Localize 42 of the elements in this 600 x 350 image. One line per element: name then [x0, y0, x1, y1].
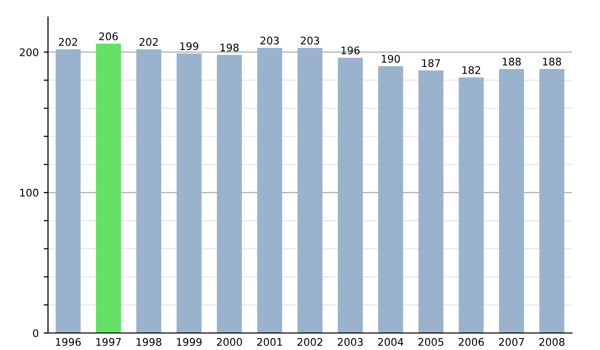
data-label: 199	[180, 42, 198, 50]
x-tick-label: 2001	[257, 338, 282, 346]
x-tick-label: 1997	[96, 338, 121, 346]
data-label: 190	[382, 54, 400, 63]
bar	[298, 48, 322, 333]
x-tick-label: 2002	[298, 338, 322, 346]
data-label: 187	[422, 59, 440, 67]
bar	[539, 68, 564, 333]
y-tick-label: 100	[20, 188, 38, 197]
x-tick-label: 1999	[176, 338, 202, 346]
data-label: 202	[58, 38, 78, 46]
data-label: 182	[462, 66, 480, 74]
y-tick-label: 0	[33, 329, 38, 338]
bar	[499, 68, 524, 333]
data-label: 188	[502, 58, 521, 66]
bar	[458, 77, 484, 333]
x-tick-label: 2007	[499, 338, 524, 346]
bar	[338, 58, 363, 333]
data-label: 203	[260, 36, 279, 44]
bar	[418, 70, 444, 333]
bar	[96, 44, 121, 333]
data-label: 198	[220, 44, 239, 52]
data-label: 202	[140, 38, 158, 46]
bar	[176, 54, 202, 333]
bar	[56, 49, 81, 333]
x-tick-label: 2008	[539, 338, 564, 346]
x-tick-label: 2004	[378, 338, 404, 346]
data-label: 196	[342, 46, 360, 54]
x-tick-label: 1996	[56, 338, 81, 346]
y-tick-label: 200	[20, 48, 38, 56]
x-tick-label: 2000	[216, 338, 242, 346]
x-tick-label: 2003	[338, 338, 363, 346]
data-label: 188	[543, 58, 562, 66]
bar	[257, 48, 282, 333]
data-label: 203	[300, 36, 320, 44]
bar	[136, 49, 162, 333]
x-tick-label: 2006	[458, 338, 484, 346]
x-tick-label: 2005	[418, 338, 444, 346]
x-tick-label: 1998	[136, 338, 162, 346]
bar	[216, 54, 242, 333]
bar	[378, 66, 404, 333]
data-label: 206	[99, 32, 118, 40]
